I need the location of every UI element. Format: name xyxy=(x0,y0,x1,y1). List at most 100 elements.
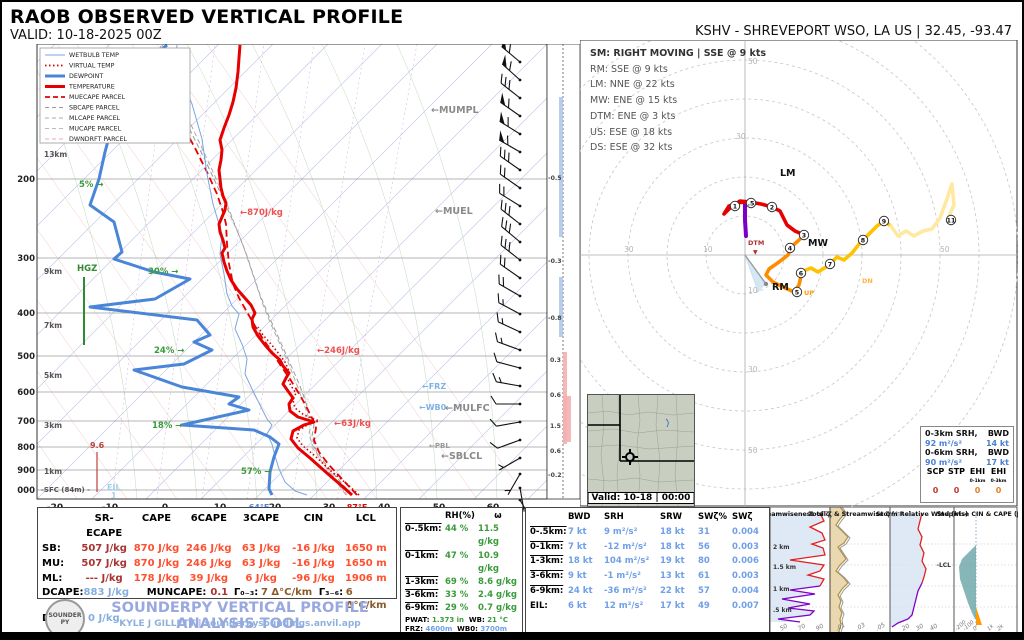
skewt-panel: HGZ 9.6 EIL 5% → 30% → 24% → 18% → 57% →… xyxy=(17,44,547,514)
svg-text:30% →: 30% → xyxy=(148,267,178,277)
svg-text:-0.8: -0.8 xyxy=(548,315,562,322)
svg-text:Total ζ & Streamwise ζ (/sec): Total ζ & Streamwise ζ (/sec) xyxy=(809,511,912,518)
svg-text:5% →: 5% → xyxy=(79,180,104,190)
svg-text:1.5 km: 1.5 km xyxy=(773,564,796,571)
svg-text:-SFC (84m) -: -SFC (84m) - xyxy=(41,486,90,494)
station-crosshair xyxy=(622,449,638,465)
kin-row: 0-1km: 7 kt -12 m²/s² 18 kt 56 0.003 xyxy=(530,541,759,552)
moisture-row: 6-9km: 29 % 0.7 g/kg xyxy=(405,603,517,614)
svg-text:13km: 13km xyxy=(44,150,67,159)
rm-vector xyxy=(744,254,767,285)
sm-line: US: ESE @ 18 kts xyxy=(590,126,673,138)
skewt-border xyxy=(36,44,547,500)
svg-text:.05: .05 xyxy=(875,622,887,633)
dewpoint-trace xyxy=(88,44,281,496)
height-axis: 13km 9km 7km 5km 3km 1km -SFC (84m) - xyxy=(41,150,90,494)
svg-text:DEWPOINT: DEWPOINT xyxy=(69,73,103,80)
svg-text:7km: 7km xyxy=(44,321,62,330)
low-level-lapse-marker: 9.6 xyxy=(90,441,105,492)
svg-text:RM: RM xyxy=(772,282,789,293)
sm-line: DTM: ENE @ 3 kts xyxy=(590,110,676,122)
svg-text:50: 50 xyxy=(748,57,758,66)
cin-cape-panel: -200 -100 0 1k 2k Stepwise CIN & CAPE (J… xyxy=(937,507,1018,634)
svg-text:0.6: 0.6 xyxy=(550,392,561,399)
svg-text:EIL: EIL xyxy=(107,483,121,492)
svg-text:600: 600 xyxy=(17,388,35,398)
svg-text:700: 700 xyxy=(17,417,35,427)
svg-text:1k: 1k xyxy=(986,623,996,632)
wetbulb-trace xyxy=(174,44,308,496)
thermo-header-row: SR-ECAPE CAPE 6CAPE 3CAPE CIN LCL xyxy=(86,513,376,539)
svg-text:50: 50 xyxy=(940,245,950,254)
mu-parcel-trace xyxy=(149,44,358,496)
valid-time: VALID: 10-18-2025 00Z xyxy=(10,28,162,43)
svg-text:24% →: 24% → xyxy=(154,346,184,356)
svg-text:.03: .03 xyxy=(855,622,867,633)
storm-motion-list: SM: RIGHT MOVING | SSE @ 9 kts RM: SSE @… xyxy=(590,46,766,156)
thermo-row-sb: SB: 507 J/kg 870 J/kg 246 J/kg 63 J/kg -… xyxy=(42,543,387,554)
pwat-row: PWAT: 1.373 in WB: 21 °C xyxy=(405,615,509,624)
svg-text:30: 30 xyxy=(915,622,925,632)
svg-text:50: 50 xyxy=(748,446,758,455)
moisture-row: 0-.5km: 44 % 11.5 g/kg xyxy=(405,524,499,548)
svg-text:9: 9 xyxy=(882,218,886,225)
sm-line: SM: RIGHT MOVING | SSE @ 9 kts xyxy=(590,48,767,59)
svg-text:400: 400 xyxy=(17,309,35,319)
rm-dot xyxy=(763,281,769,287)
svg-text:1.5: 1.5 xyxy=(550,423,561,430)
svg-text:8: 8 xyxy=(861,237,865,244)
svg-text:4: 4 xyxy=(788,245,793,252)
thermo-extra-row1: DCAPE: 883 J/kg MUNCAPE: 0.1 Γ₀₋₃: 7 Δ°C… xyxy=(42,587,387,611)
svg-text:57% →: 57% → xyxy=(241,467,271,477)
svg-text:←MUEL: ←MUEL xyxy=(435,206,473,217)
skewt-legend: WETBULB TEMP VIRTUAL TEMP DEWPOINT TEMPE… xyxy=(39,47,191,144)
svg-text:DN: DN xyxy=(862,277,873,285)
svg-text:HGZ: HGZ xyxy=(77,264,97,274)
sm-line: RM: SSE @ 9 kts xyxy=(590,63,668,75)
svg-text:LM: LM xyxy=(780,168,796,179)
location-map-inset: Valid: 10-18 | 00:00 xyxy=(587,394,695,507)
svg-text:50: 50 xyxy=(779,622,789,632)
gray-parcel-ml xyxy=(161,44,347,496)
sm-line: DS: ESE @ 32 kts xyxy=(590,142,673,154)
svg-text:0.3: 0.3 xyxy=(550,357,561,364)
svg-text:7: 7 xyxy=(828,261,832,268)
srh-bwd-box: 0-3km SRH, BWD 92 m²/s² 14 kt 0-6km SRH, BW… xyxy=(920,426,1014,503)
moisture-row: 3-6km: 33 % 2.4 g/kg xyxy=(405,590,517,601)
svg-text:5: 5 xyxy=(795,289,799,296)
map-valid-caption: Valid: 10-18 | 00:00 xyxy=(588,492,694,504)
kin-row: 0-.5km: 7 kt 9 m²/s² 18 kt 31 0.004 xyxy=(530,526,759,537)
mini-panels: 2 km 1.5 km 1 km .5 km 50 70 90 Streamwi… xyxy=(770,507,1018,634)
svg-text:←246J/kg: ←246J/kg xyxy=(317,346,360,356)
svg-text:-0.5: -0.5 xyxy=(548,175,562,182)
omega-strip: -0.5 -0.3 -0.8 0.3 0.6 1.5 0.6 -0.2 xyxy=(547,44,580,500)
svg-text:←FRZ: ←FRZ xyxy=(422,382,446,391)
hodograph-trace xyxy=(722,182,956,294)
svg-text:UP: UP xyxy=(804,289,814,297)
svg-text:0: 0 xyxy=(972,625,979,632)
svg-text:-0.3: -0.3 xyxy=(548,258,562,265)
srh-6km-label: 0-6km SRH, xyxy=(925,448,978,457)
thermo-row-mu: MU: 507 J/kg 870 J/kg 246 J/kg 63 J/kg -… xyxy=(42,558,387,569)
svg-text:TEMPERATURE: TEMPERATURE xyxy=(68,84,115,91)
svg-text:2: 2 xyxy=(770,204,774,211)
svg-text:200: 200 xyxy=(17,175,35,185)
svg-text:Streamwiseness of ζ (%): Streamwiseness of ζ (%) xyxy=(770,511,844,518)
svg-text:1 km: 1 km xyxy=(773,586,790,593)
srh-3km-value: 92 m²/s² xyxy=(925,438,962,448)
footer-title: SOUNDERPY VERTICAL PROFILE ANALYSIS TOOL xyxy=(111,600,369,632)
svg-text:30: 30 xyxy=(736,132,746,141)
svg-text:40: 40 xyxy=(929,622,939,632)
map-art xyxy=(588,395,694,506)
svg-text:30: 30 xyxy=(748,365,758,374)
rh-profile-labels: 5% → 30% → 24% → 18% → 57% → xyxy=(79,180,271,477)
svg-text:900: 900 xyxy=(17,466,35,476)
svg-text:30: 30 xyxy=(624,245,634,254)
svg-text:9km: 9km xyxy=(44,267,62,276)
skewt-background-lines xyxy=(37,44,547,499)
cape-annotations: ←870J/kg ←246J/kg ←63J/kg xyxy=(240,208,371,429)
eil-marker: EIL xyxy=(107,483,121,498)
moisture-row: 0-1km: 47 % 10.9 g/kg xyxy=(405,550,499,574)
